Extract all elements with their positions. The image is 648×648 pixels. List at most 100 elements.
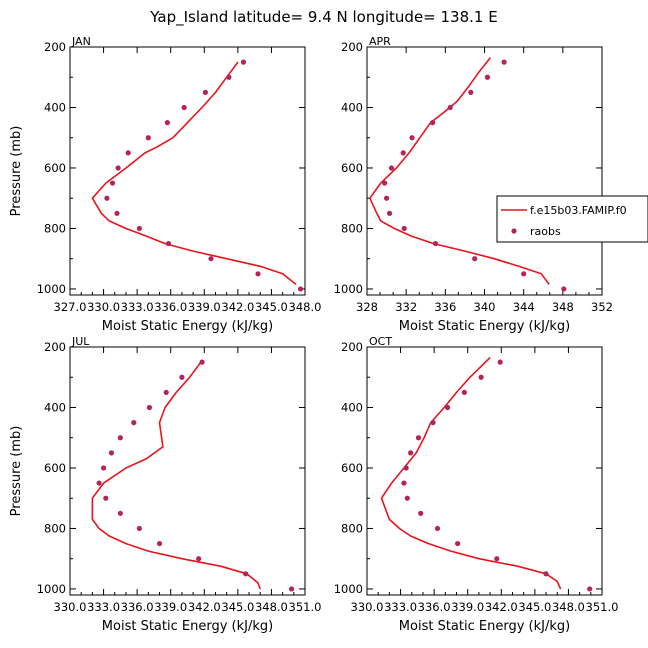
raobs-point xyxy=(103,495,109,501)
x-tick-label: 345.0 xyxy=(255,300,288,314)
y-tick-label: 400 xyxy=(341,100,363,114)
raobs-point xyxy=(430,420,436,426)
y-tick-label: 200 xyxy=(341,40,363,54)
y-tick-label: 1000 xyxy=(334,282,363,296)
raobs-point xyxy=(109,180,116,186)
raobs-point xyxy=(240,59,247,65)
y-tick-label: 400 xyxy=(44,100,66,114)
raobs-point xyxy=(408,450,414,456)
raobs-point xyxy=(199,359,205,365)
x-tick-label: 336.0 xyxy=(418,600,451,614)
raobs-point xyxy=(288,586,295,592)
raobs-point xyxy=(415,435,422,441)
model-series-line xyxy=(91,61,297,286)
raobs-point xyxy=(430,120,436,126)
x-tick-label: 348.0 xyxy=(255,600,288,614)
raobs-point xyxy=(501,59,507,65)
raobs-point xyxy=(400,150,406,156)
raobs-point xyxy=(434,525,441,532)
x-tick-label: 342.0 xyxy=(188,600,221,614)
x-tick-label: 333.0 xyxy=(384,600,417,614)
panel-apr: APR 328 332 336 340 344 348 352 200 400 600 800 1000… xyxy=(334,35,613,334)
y-tick-label: 400 xyxy=(341,400,363,414)
raobs-point xyxy=(484,74,491,80)
x-tick-label: 336.0 xyxy=(121,600,154,614)
x-tick-label: 345.0 xyxy=(518,600,551,614)
panel-label: APR xyxy=(369,35,391,48)
raobs-point xyxy=(255,271,261,277)
raobs-point xyxy=(468,89,474,95)
raobs-point xyxy=(401,225,407,232)
x-tick-label: 339.0 xyxy=(154,600,187,614)
raobs-point xyxy=(388,165,395,171)
raobs-point xyxy=(461,389,467,395)
x-tick-label: 344 xyxy=(513,300,535,314)
figure-title: Yap_Island latitude= 9.4 N longitude= 13… xyxy=(149,8,497,27)
y-tick-label: 800 xyxy=(341,521,363,535)
y-tick-label: 200 xyxy=(341,340,363,354)
raobs-point xyxy=(156,540,163,547)
raobs-point xyxy=(386,210,393,216)
legend: f.e15b03.FAMIP.f0 raobs xyxy=(496,195,648,243)
raobs-point xyxy=(401,480,407,486)
panel-label: OCT xyxy=(369,335,392,348)
raobs-point xyxy=(146,404,153,411)
raobs-point xyxy=(136,225,142,232)
model-series-line xyxy=(380,357,562,590)
y-tick-label: 600 xyxy=(341,461,363,475)
raobs-point xyxy=(163,389,169,395)
x-tick-label: 348.0 xyxy=(552,600,585,614)
raobs-point xyxy=(125,150,131,156)
x-tick-label: 330.0 xyxy=(54,600,87,614)
x-tick-label: 352 xyxy=(591,300,613,314)
x-axis-label: Moist Static Energy (kJ/kg) xyxy=(102,619,273,634)
raobs-point xyxy=(108,450,115,456)
y-tick-label: 1000 xyxy=(37,282,66,296)
raobs-point xyxy=(444,404,451,411)
model-series-line xyxy=(369,57,550,285)
y-tick-label: 400 xyxy=(44,400,66,414)
raobs-point xyxy=(100,465,107,471)
x-tick-label: 339.0 xyxy=(451,600,484,614)
y-tick-label: 600 xyxy=(341,161,363,175)
x-tick-label: 333.0 xyxy=(121,300,154,314)
raobs-point xyxy=(164,120,170,126)
x-tick-label: 330.0 xyxy=(351,600,384,614)
raobs-point xyxy=(432,240,439,247)
x-tick-label: 342.0 xyxy=(221,300,254,314)
plot-frame xyxy=(366,346,603,596)
legend-model-label: f.e15b03.FAMIP.f0 xyxy=(530,204,627,217)
x-axis-label: Moist Static Energy (kJ/kg) xyxy=(102,319,273,334)
y-tick-label: 800 xyxy=(341,221,363,235)
y-tick-label: 200 xyxy=(44,40,66,54)
y-tick-label: 200 xyxy=(44,340,66,354)
raobs-point xyxy=(403,465,409,471)
x-tick-label: 327.0 xyxy=(54,300,87,314)
x-tick-label: 342.0 xyxy=(485,600,518,614)
x-tick-label: 330.0 xyxy=(87,300,120,314)
x-tick-label: 339.0 xyxy=(188,300,221,314)
legend-raobs-label: raobs xyxy=(530,225,561,238)
raobs-point xyxy=(202,89,209,95)
x-tick-label: 333.0 xyxy=(87,600,120,614)
raobs-point xyxy=(543,571,549,577)
y-axis-label: Pressure (mb) xyxy=(9,126,24,217)
raobs-point xyxy=(181,104,187,111)
x-tick-label: 348.0 xyxy=(289,300,322,314)
panel-jan: JAN 327.0 330.0 333.0 336.0 339.0 342.0 345.0 34… xyxy=(9,35,321,334)
x-tick-label: 328 xyxy=(356,300,378,314)
panel-jul: JUL 330.0 333.0 336.0 339.0 342.0 345.0 348.0 35… xyxy=(9,335,321,634)
raobs-point xyxy=(297,286,304,292)
panel-oct: OCT 330.0 333.0 336.0 339.0 342.0 345.0 348.0 35… xyxy=(334,335,619,634)
legend-raobs-swatch xyxy=(511,228,517,234)
y-tick-label: 800 xyxy=(44,521,66,535)
x-tick-label: 336 xyxy=(434,300,456,314)
raobs-point xyxy=(208,256,214,262)
raobs-point xyxy=(561,286,567,292)
x-tick-label: 345.0 xyxy=(221,600,254,614)
raobs-point xyxy=(383,195,390,201)
raobs-point xyxy=(115,165,121,171)
raobs-point xyxy=(196,556,202,562)
y-tick-label: 800 xyxy=(44,221,66,235)
